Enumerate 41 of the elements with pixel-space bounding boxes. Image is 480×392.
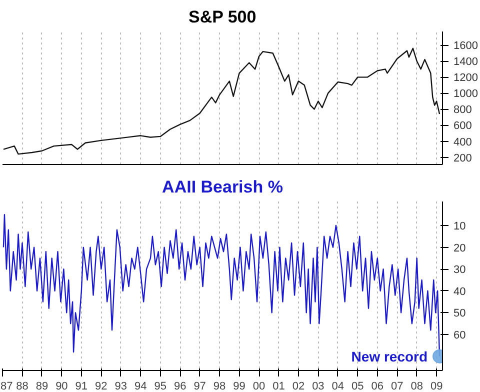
line-series: [2, 48, 440, 155]
chart-title: AAII Bearish %: [162, 178, 283, 196]
x-tick-label: 92: [95, 380, 108, 392]
y-tick-label: 1400: [454, 56, 478, 68]
x-tick-label: 09: [430, 380, 443, 392]
x-tick-label: 98: [213, 380, 226, 392]
y-tick-label: 1000: [454, 88, 478, 100]
x-tick-label: 00: [252, 380, 266, 392]
x-tick-label: 87: [0, 380, 13, 392]
x-tick-label: 03: [312, 380, 324, 392]
y-tick-label: 400: [454, 136, 472, 148]
x-tick-label: 01: [272, 380, 285, 392]
y-tick-label: 600: [454, 120, 472, 132]
x-tick-label: 96: [174, 380, 186, 392]
y-tick-label: 1600: [454, 40, 478, 52]
x-tick-label: 90: [56, 380, 68, 392]
y-tick-label: 10: [454, 220, 466, 232]
x-tick-label: 06: [371, 380, 384, 392]
x-tick-label: 99: [233, 380, 246, 392]
y-tick-label: 50: [454, 308, 466, 320]
x-tick-label: 97: [194, 380, 206, 392]
x-tick-label: 05: [352, 380, 364, 392]
y-tick-label: 30: [454, 264, 466, 276]
x-tick-label: 07: [391, 380, 404, 392]
y-tick-label: 60: [454, 330, 466, 342]
x-tick-label: 94: [134, 380, 147, 392]
y-tick-label: 1200: [454, 72, 478, 84]
x-tick-label: 08: [410, 380, 423, 392]
x-tick-label: 93: [114, 380, 128, 392]
x-tick-label: 89: [36, 380, 48, 392]
chart-title: S&P 500: [188, 8, 256, 26]
x-tick-label: 88: [16, 380, 28, 392]
annotation: New record: [351, 348, 428, 364]
x-tick-label: 95: [154, 380, 166, 392]
y-tick-label: 800: [454, 104, 472, 116]
y-tick-label: 40: [454, 286, 466, 298]
y-tick-label: 20: [454, 242, 466, 254]
y-tick-label: 200: [454, 152, 472, 164]
x-tick-label: 91: [75, 380, 88, 392]
x-tick-label: 02: [292, 380, 305, 392]
x-tick-label: 04: [332, 380, 344, 392]
